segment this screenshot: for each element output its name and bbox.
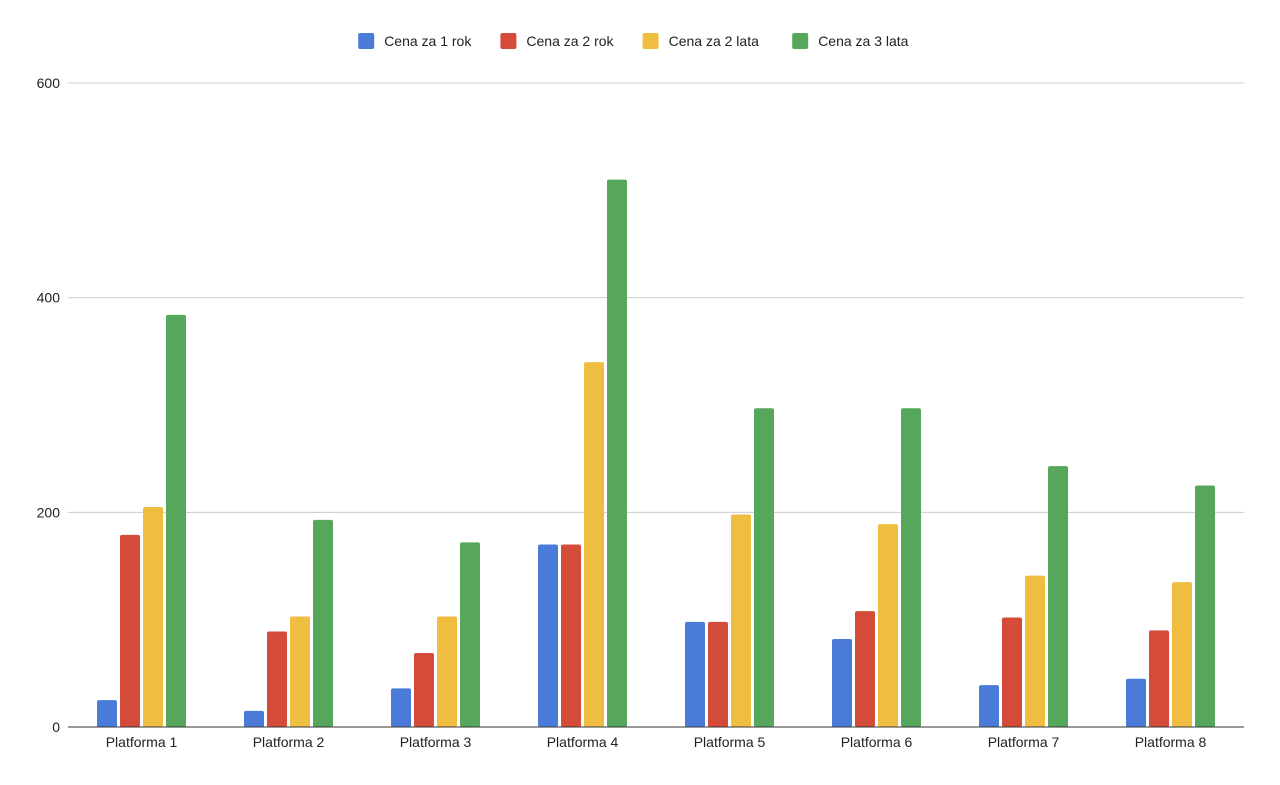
- bar-2-1: [244, 710, 264, 727]
- y-tick-label: 0: [52, 719, 60, 735]
- legend-label: Cena za 2 rok: [526, 33, 614, 49]
- y-tick-label: 600: [37, 75, 61, 91]
- bar-5-4: [754, 408, 774, 727]
- bar-7-4: [1048, 466, 1068, 727]
- bar-7-1: [979, 685, 999, 727]
- x-tick-label: Platforma 7: [988, 734, 1060, 750]
- bar-6-1: [832, 638, 852, 727]
- y-tick-label: 200: [37, 504, 61, 520]
- bar-8-4: [1195, 485, 1215, 727]
- bar-3-3: [437, 616, 457, 727]
- bar-4-4: [607, 179, 627, 728]
- bar-1-3: [143, 506, 163, 727]
- bar-3-1: [391, 688, 411, 727]
- bar-3-2: [414, 652, 434, 727]
- bar-1-4: [166, 314, 186, 727]
- x-tick-label: Platforma 1: [106, 734, 178, 750]
- legend-label: Cena za 3 lata: [818, 33, 908, 49]
- bar-6-3: [878, 524, 898, 727]
- legend-label: Cena za 1 rok: [384, 33, 472, 49]
- legend-item: Cena za 3 lata: [792, 33, 909, 49]
- gridlines: [68, 82, 1244, 513]
- x-tick-label: Platforma 2: [253, 734, 325, 750]
- bars: [97, 179, 1215, 728]
- x-tick-label: Platforma 3: [400, 734, 472, 750]
- bar-8-1: [1126, 678, 1146, 727]
- legend-swatch: [642, 33, 659, 49]
- bar-4-3: [584, 362, 604, 727]
- bar-5-1: [685, 621, 705, 727]
- bar-6-2: [855, 611, 875, 727]
- bar-7-2: [1002, 617, 1022, 727]
- x-axis: Platforma 1 Platforma 2 Platforma 3 Platfor…: [68, 726, 1244, 750]
- bar-5-2: [708, 621, 728, 727]
- x-tick-label: Platforma 5: [694, 734, 766, 750]
- bar-7-3: [1025, 575, 1045, 727]
- legend-swatch: [500, 33, 517, 49]
- legend-swatch: [358, 33, 375, 49]
- x-tick-label: Platforma 6: [841, 734, 913, 750]
- bar-8-3: [1172, 582, 1192, 727]
- y-tick-label: 400: [37, 290, 61, 306]
- x-tick-label: Platforma 4: [547, 734, 619, 750]
- legend-swatch: [792, 33, 809, 49]
- bar-2-2: [267, 631, 287, 727]
- legend-item: Cena za 2 lata: [642, 33, 759, 49]
- legend: Cena za 1 rok Cena za 2 rok Cena za 2 lata…: [358, 33, 909, 49]
- bar-1-2: [120, 534, 140, 727]
- bar-3-4: [460, 542, 480, 727]
- bar-5-3: [731, 514, 751, 727]
- bar-8-2: [1149, 630, 1169, 727]
- legend-item: Cena za 2 rok: [500, 33, 615, 49]
- bar-4-1: [538, 544, 558, 727]
- bar-2-3: [290, 616, 310, 727]
- bar-2-4: [313, 519, 333, 727]
- x-tick-label: Platforma 8: [1135, 734, 1207, 750]
- legend-label: Cena za 2 lata: [669, 33, 759, 49]
- bar-1-1: [97, 700, 117, 727]
- y-axis: 0 200 400 600: [37, 75, 61, 735]
- legend-item: Cena za 1 rok: [358, 33, 472, 49]
- bar-4-2: [561, 544, 581, 727]
- bar-6-4: [901, 408, 921, 727]
